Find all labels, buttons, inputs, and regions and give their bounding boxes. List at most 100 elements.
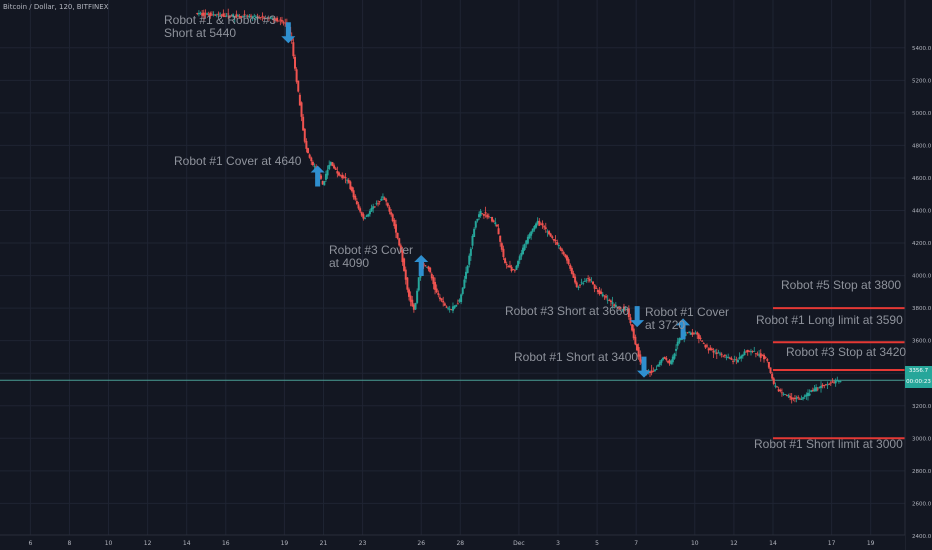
- candle-body: [241, 15, 244, 17]
- candle-body: [541, 223, 544, 226]
- candle-body: [535, 223, 538, 228]
- candle-body: [637, 347, 640, 357]
- candle-body: [497, 228, 500, 235]
- candle-body: [515, 265, 518, 270]
- candle-body: [590, 281, 593, 283]
- candle-body: [474, 221, 477, 228]
- candle-body: [787, 395, 790, 397]
- time-tick-label: 5: [595, 540, 599, 547]
- candle-body: [373, 206, 376, 208]
- candle-body: [826, 384, 829, 386]
- candle-body: [362, 214, 365, 219]
- annotation-robot1-short-limit: Robot #1 Short limit at 3000: [754, 437, 903, 451]
- candle-body: [386, 203, 389, 207]
- time-tick-label: 7: [634, 540, 638, 547]
- candle-body: [673, 353, 676, 359]
- price-tick-label: 3600.0: [912, 339, 932, 345]
- candle-body: [528, 234, 531, 239]
- candle-body: [489, 217, 492, 219]
- candle-body: [375, 203, 378, 205]
- candle-body: [336, 171, 339, 174]
- time-tick-label: 19: [867, 540, 875, 547]
- candle-body: [464, 271, 467, 279]
- candle-body: [425, 266, 428, 268]
- candle-body: [284, 22, 287, 24]
- candle-body: [549, 233, 552, 237]
- candle-body: [829, 382, 832, 384]
- candle-body: [414, 303, 417, 310]
- candle-body: [342, 176, 345, 178]
- candle-body: [531, 228, 534, 232]
- annotation-robot3-cover-4090: Robot #3 Cover at 4090: [329, 243, 414, 270]
- candle-body: [561, 249, 564, 252]
- candle-body: [588, 278, 591, 281]
- candle-body: [253, 15, 256, 17]
- annotation-robot1-robot3-short: Robot #1 & Robot #3 Short at 5440: [164, 13, 277, 40]
- candle-body: [719, 353, 722, 355]
- candle-body: [619, 307, 622, 309]
- candle-body: [614, 304, 617, 308]
- candle-body: [658, 362, 661, 366]
- candle-body: [367, 214, 370, 217]
- candle-body: [445, 306, 448, 308]
- candle-body: [798, 398, 801, 400]
- candle-body: [302, 116, 305, 131]
- candle-body: [769, 367, 772, 373]
- candle-body: [712, 350, 715, 353]
- candle-body: [484, 212, 487, 214]
- candle-body: [495, 224, 498, 227]
- candle-body: [232, 14, 235, 17]
- candle-body: [499, 235, 502, 242]
- candle-body: [692, 332, 695, 334]
- candle-body: [559, 247, 562, 250]
- candle-body: [533, 226, 536, 230]
- candle-body: [725, 356, 728, 358]
- candle-body: [622, 306, 625, 311]
- candle-body: [627, 308, 630, 318]
- candle-body: [292, 42, 295, 57]
- symbol-title: Bitcoin / Dollar, 120, BITFINEX: [3, 3, 109, 11]
- candle-body: [764, 356, 767, 358]
- candle-body: [512, 269, 515, 270]
- candle-body: [258, 17, 261, 19]
- candle-body: [297, 80, 300, 92]
- candle-body: [350, 187, 353, 192]
- candle-body: [789, 396, 792, 398]
- candle-body: [300, 102, 303, 117]
- candle-body: [793, 397, 796, 400]
- candle-body: [207, 14, 210, 16]
- candle-body: [271, 17, 274, 19]
- candle-body: [649, 371, 652, 374]
- candle-body: [749, 351, 752, 353]
- candle-body: [598, 290, 601, 294]
- candle-body: [383, 197, 386, 201]
- candle-body: [601, 294, 604, 297]
- annotation-robot1-cover-4640: Robot #1 Cover at 4640: [174, 154, 302, 168]
- candle-body: [210, 14, 213, 16]
- candle-body: [816, 388, 819, 390]
- candle-body: [621, 309, 624, 311]
- candle-body: [732, 360, 735, 362]
- candle-body: [331, 162, 334, 166]
- candle-body: [790, 397, 793, 400]
- candle-body: [385, 199, 388, 202]
- candle-body: [530, 231, 533, 236]
- candle-body: [820, 386, 823, 388]
- candle-body: [240, 16, 243, 19]
- countdown-label: 00:00:23: [905, 377, 932, 388]
- candle-body: [740, 355, 743, 359]
- candle-body: [569, 264, 572, 269]
- candle-body: [539, 223, 542, 225]
- candle-body: [745, 351, 748, 353]
- candle-body: [416, 290, 419, 303]
- candle-body: [593, 284, 596, 289]
- candle-body: [455, 304, 458, 307]
- time-tick-label: 23: [359, 540, 367, 547]
- candle-body: [839, 381, 842, 383]
- candle-body: [536, 220, 539, 224]
- candle-body: [396, 232, 399, 239]
- candle-body: [276, 17, 279, 22]
- candle-body: [456, 303, 459, 305]
